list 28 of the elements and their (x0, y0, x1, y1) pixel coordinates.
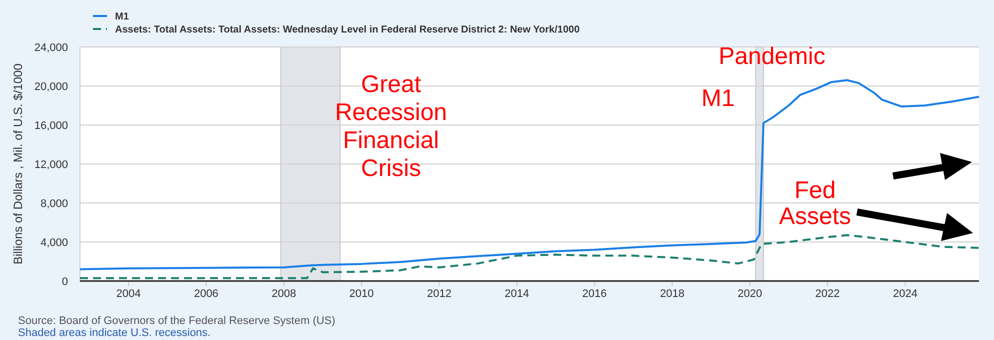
y-tick-label: 24,000 (34, 42, 68, 54)
y-axis-title: Billions of Dollars , Mil. of U.S. $/1000 (11, 63, 25, 264)
annotation: Great Recession Financial Crisis (334, 71, 448, 182)
x-tick-label: 2010 (349, 288, 374, 300)
legend-label: Assets: Total Assets: Total Assets: Wednesday Level in Federal Reserve District 2: New York/1000 (115, 24, 580, 36)
annotation: M1 (701, 85, 735, 112)
y-tick-label: 8,000 (40, 198, 68, 210)
line-series (79, 234, 980, 280)
y-tick-label: 4,000 (40, 236, 68, 249)
y-tick-label: 0 (62, 276, 68, 288)
y-tick-label: 20,000 (34, 80, 68, 93)
x-tick-label: 2006 (194, 288, 218, 300)
x-tick-label: 2008 (272, 288, 296, 300)
x-tick-label: 2012 (426, 288, 452, 300)
x-tick-label: 2018 (660, 288, 684, 300)
text: Shaded areas indicate U.S. recessions. (18, 327, 211, 339)
source-note: Source: Board of Governors of the Federal Reserve System (US) (18, 315, 336, 327)
annotation: Fed Assets (778, 177, 852, 230)
x-tick-label: 2024 (892, 288, 918, 300)
annotation: Pandemic (718, 43, 826, 70)
x-tick-label: 2004 (116, 288, 141, 300)
legend-label: M1 (115, 12, 130, 22)
y-tick-label: 16,000 (34, 120, 68, 132)
x-tick-label: 2016 (582, 288, 607, 300)
x-tick-label: 2020 (738, 288, 762, 300)
y-tick-label: 12,000 (34, 158, 68, 171)
x-tick-label: 2022 (815, 288, 840, 300)
x-tick-label: 2014 (504, 288, 530, 300)
